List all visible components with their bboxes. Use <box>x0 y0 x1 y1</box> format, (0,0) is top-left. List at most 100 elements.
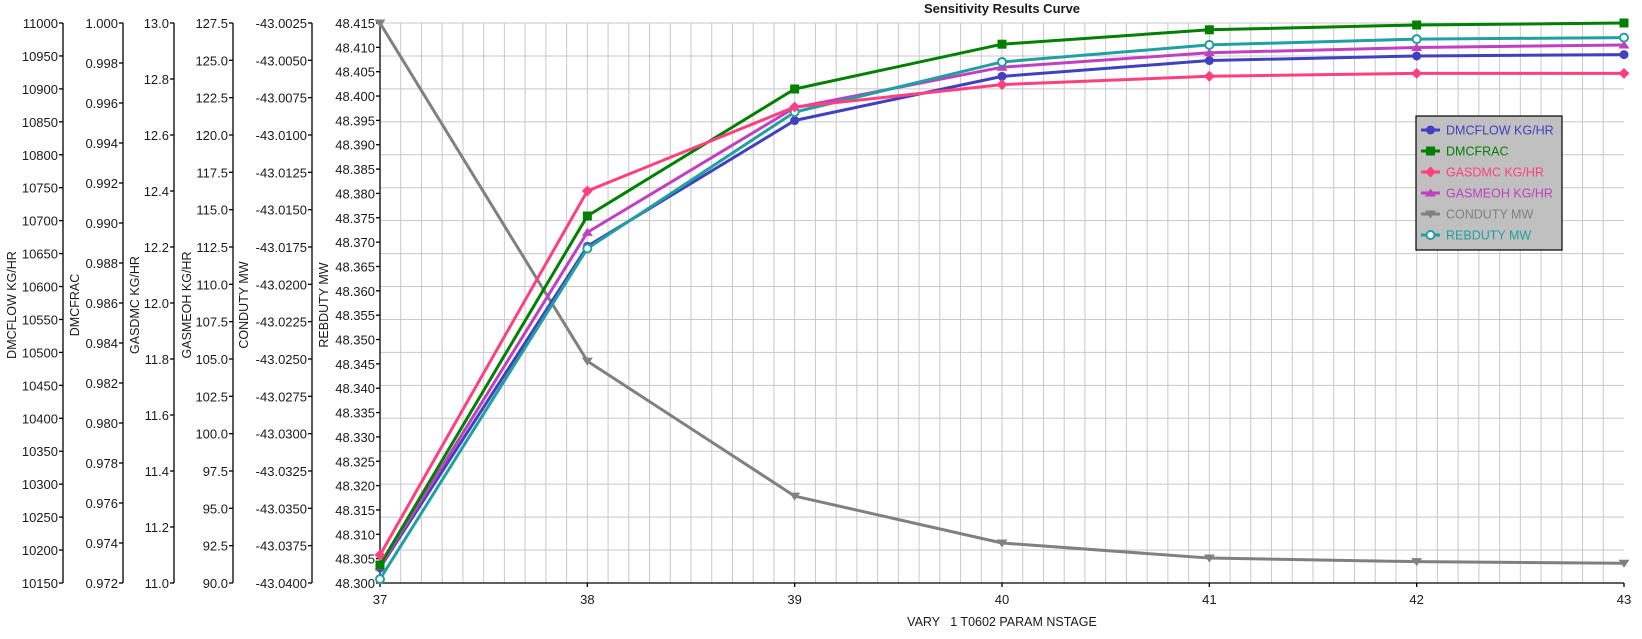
legend-marker <box>1425 166 1436 178</box>
data-point <box>1203 70 1215 82</box>
y-tick-label: 13.0 <box>144 16 169 31</box>
legend-item: DMCFLOW KG/HR <box>1421 124 1554 138</box>
y-tick-label: 10850 <box>22 115 58 130</box>
y-tick-label: -43.0050 <box>256 53 307 68</box>
y-tick-label: 10950 <box>22 49 58 64</box>
y-tick-label: 48.330 <box>335 430 375 445</box>
x-tick-label: 43 <box>1617 592 1631 607</box>
x-tick-label: 38 <box>580 592 594 607</box>
y-tick-label: 97.5 <box>203 464 228 479</box>
y-tick-label: 10150 <box>22 576 58 591</box>
y-tick-label: 48.405 <box>335 65 375 80</box>
data-point <box>996 79 1008 91</box>
data-point <box>1203 48 1215 57</box>
legend: DMCFLOW KG/HR DMCFRAC GASDMC KG/HR GASMEOH … <box>1415 115 1563 251</box>
series-dmcfrac <box>375 18 1629 570</box>
y-tick-label: 10300 <box>22 477 58 492</box>
y-tick-label: 10650 <box>22 247 58 262</box>
legend-label: GASMEOH KG/HR <box>1446 187 1553 201</box>
y-tick-label: 120.0 <box>195 128 228 143</box>
data-point <box>581 185 593 197</box>
y-tick-label: 10700 <box>22 214 58 229</box>
y-tick-label: 48.345 <box>335 357 375 372</box>
data-point <box>997 56 1007 67</box>
legend-marker <box>1426 125 1435 135</box>
y-tick-label: 117.5 <box>196 165 228 180</box>
y-tick-label: 112.5 <box>196 240 228 255</box>
y-tick-label: 12.8 <box>144 72 169 87</box>
axes: 10150 10200 10250 10300 10350 10400 10450 10500… <box>5 16 1631 607</box>
data-point <box>1204 56 1214 66</box>
y-tick-label: 48.390 <box>335 138 375 153</box>
y-tick-label: -43.0025 <box>256 16 307 31</box>
y-tick-label: 0.982 <box>85 376 118 391</box>
data-point <box>1412 20 1422 30</box>
y-tick-label: 0.992 <box>85 176 118 191</box>
y-tick-label: -43.0150 <box>256 203 307 218</box>
y-tick-label: 48.305 <box>335 552 375 567</box>
legend-marker <box>1425 188 1436 197</box>
y-tick-label: 125.0 <box>195 53 228 68</box>
y-tick-label: 0.988 <box>85 256 118 271</box>
y-tick-label: 12.6 <box>144 128 169 143</box>
y-tick-label: 0.984 <box>85 336 118 351</box>
y-tick-label: 10600 <box>22 280 58 295</box>
x-tick-label: 39 <box>787 592 801 607</box>
data-point <box>1619 18 1629 28</box>
x-tick-label: 37 <box>373 592 387 607</box>
y-tick-label: 48.370 <box>335 235 375 250</box>
legend-item: CONDUTY MW <box>1421 208 1533 222</box>
y-tick-label: 11.6 <box>145 408 169 423</box>
y-tick-label: 10450 <box>22 378 58 393</box>
series-conduty-mw <box>374 19 1630 568</box>
y-tick-label: -43.0075 <box>256 91 307 106</box>
y-tick-label: 10200 <box>22 543 58 558</box>
y-axis-title: REBDUTY MW <box>317 262 331 347</box>
legend-label: CONDUTY MW <box>1446 208 1533 222</box>
y-tick-label: 107.5 <box>195 315 228 330</box>
legend-item: GASMEOH KG/HR <box>1421 187 1553 201</box>
y-tick-label: 0.998 <box>85 56 118 71</box>
y-tick-label: 11000 <box>23 16 58 31</box>
y-tick-label: 92.5 <box>203 539 228 554</box>
y-tick-label: 127.5 <box>195 16 228 31</box>
y-tick-label: 10750 <box>22 181 58 196</box>
legend-marker <box>1426 146 1435 156</box>
y-tick-label: 48.400 <box>335 89 375 104</box>
y-tick-label: 110.0 <box>196 277 228 292</box>
y-tick-label: -43.0375 <box>256 539 307 554</box>
data-point <box>582 243 593 254</box>
y-tick-label: 10900 <box>22 82 58 97</box>
y-tick-label: 90.0 <box>203 576 228 591</box>
data-point <box>1203 554 1215 563</box>
x-tick-label: 42 <box>1409 592 1423 607</box>
y-tick-label: 48.300 <box>335 576 375 591</box>
data-point <box>581 227 593 236</box>
y-tick-label: 10550 <box>22 312 58 327</box>
y-tick-label: 1.000 <box>85 16 118 31</box>
y-tick-label: 48.325 <box>335 454 375 469</box>
y-tick-label: 0.978 <box>85 456 118 471</box>
legend-box <box>1415 115 1563 251</box>
y-tick-label: 10800 <box>22 148 58 163</box>
y-axis-title: CONDUTY MW <box>237 261 251 348</box>
y-tick-label: 48.315 <box>335 503 375 518</box>
y-tick-label: 12.2 <box>144 240 169 255</box>
legend-marker <box>1425 230 1436 240</box>
y-axis-title: GASDMC KG/HR <box>128 256 142 354</box>
y-tick-label: -43.0125 <box>256 165 307 180</box>
data-point <box>997 39 1007 49</box>
y-tick-label: 48.335 <box>335 406 375 421</box>
y-tick-label: -43.0175 <box>256 240 307 255</box>
y-tick-label: 10500 <box>22 345 58 360</box>
legend-label: DMCFLOW KG/HR <box>1446 124 1554 138</box>
y-tick-label: 0.976 <box>85 496 118 511</box>
y-tick-label: 100.0 <box>195 427 228 442</box>
y-axis-title: GASMEOH KG/HR <box>180 252 194 359</box>
data-point <box>1618 559 1630 568</box>
y-tick-label: 48.310 <box>335 527 375 542</box>
y-tick-label: 11.4 <box>145 464 169 479</box>
y-tick-label: -43.0350 <box>256 501 307 516</box>
y-tick-label: 11.8 <box>145 352 169 367</box>
